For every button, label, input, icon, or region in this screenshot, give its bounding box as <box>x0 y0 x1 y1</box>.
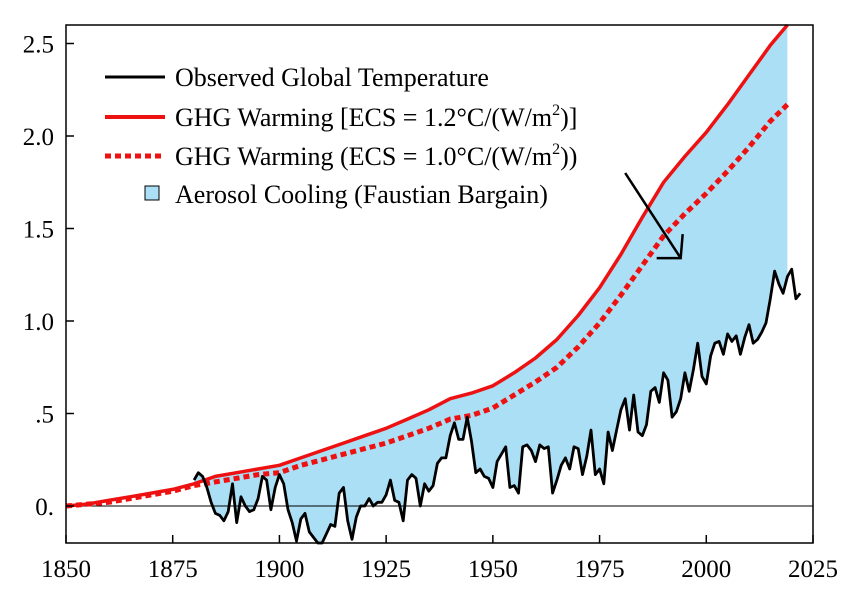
aerosol-cooling-fill <box>194 25 788 543</box>
annotation-arrow <box>624 172 684 260</box>
legend-label-aerosol: Aerosol Cooling (Faustian Bargain) <box>175 180 548 209</box>
x-tick-label: 1850 <box>41 556 91 583</box>
annotation-arrow-shaft <box>624 172 682 259</box>
legend-item-ghg10: GHG Warming (ECS = 1.0°C/(W/m2)) <box>105 141 577 171</box>
legend-item-observed: Observed Global Temperature <box>105 63 489 92</box>
series-line-observed <box>192 267 802 545</box>
legend-item-aerosol: Aerosol Cooling (Faustian Bargain) <box>144 180 548 209</box>
legend: Observed Global Temperature GHG Warming … <box>105 63 577 209</box>
legend-label-ghg10: GHG Warming (ECS = 1.0°C/(W/m2)) <box>175 141 577 171</box>
y-tick-label: .5 <box>35 402 54 429</box>
annotation-arrow-head <box>656 233 684 260</box>
series-line-ghg12 <box>65 23 789 508</box>
x-tick-label: 2025 <box>788 556 838 583</box>
x-tick-label: 1975 <box>575 556 625 583</box>
axis-ticks: 1850 1875 1900 1925 1950 1975 2000 2025 0. .5 1.0 1… <box>23 32 838 584</box>
legend-label-observed: Observed Global Temperature <box>175 63 489 92</box>
x-tick-label: 1925 <box>361 556 411 583</box>
aerosol-cooling-area <box>194 25 788 543</box>
plot-frame <box>65 24 814 544</box>
legend-label-ghg12: GHG Warming [ECS = 1.2°C/(W/m2)] <box>175 102 577 132</box>
x-tick-label: 1875 <box>148 556 198 583</box>
legend-swatch-aerosol <box>144 185 160 201</box>
y-tick-label: 0. <box>35 494 54 521</box>
y-tick-label: 2.0 <box>23 124 54 151</box>
y-tick-label: 1.0 <box>23 309 54 336</box>
series-lines <box>65 23 802 545</box>
y-tick-label: 2.5 <box>23 32 54 59</box>
x-tick-label: 1950 <box>468 556 518 583</box>
y-tick-label: 1.5 <box>23 217 54 244</box>
x-tick-label: 2000 <box>681 556 731 583</box>
legend-item-ghg12: GHG Warming [ECS = 1.2°C/(W/m2)] <box>105 102 577 132</box>
x-tick-label: 1900 <box>254 556 304 583</box>
